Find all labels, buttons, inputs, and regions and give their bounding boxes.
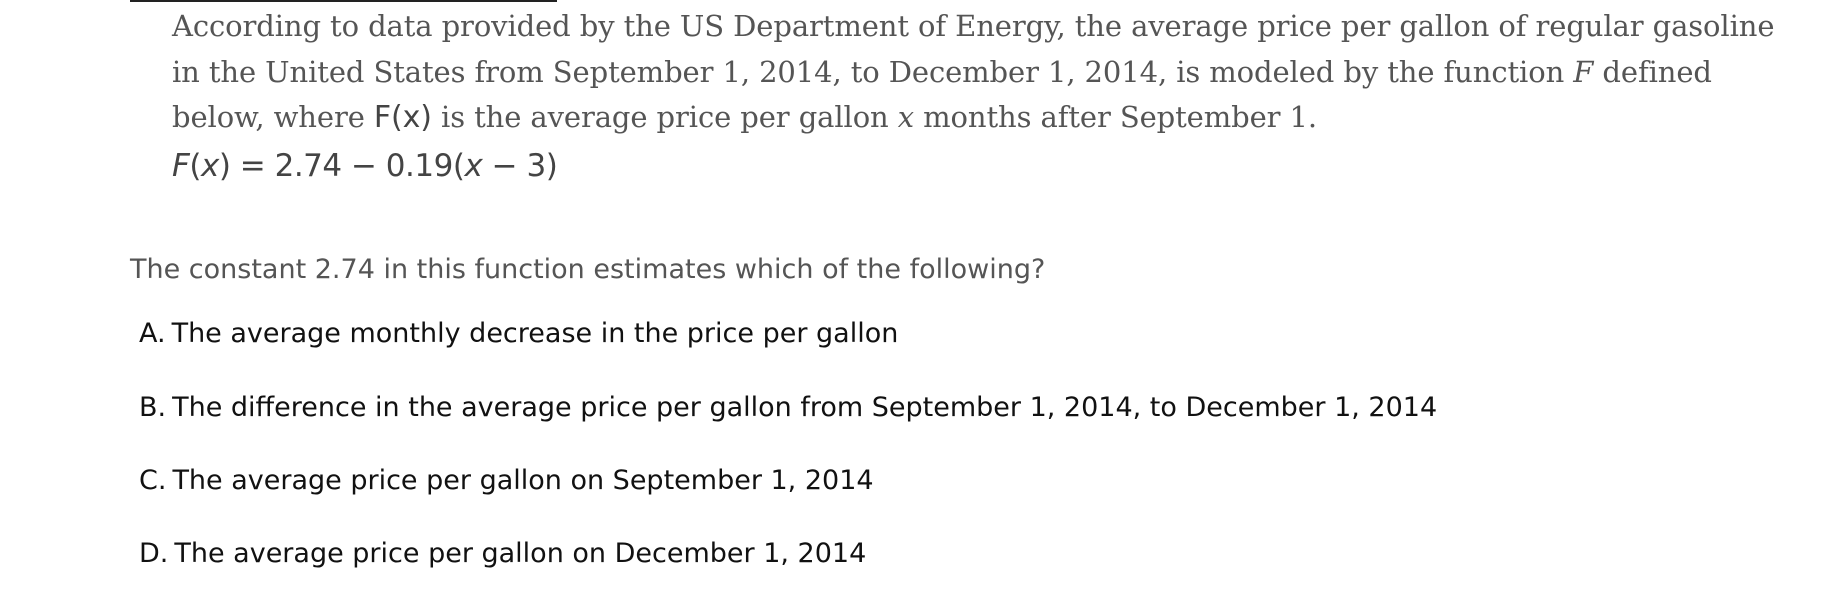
- choice-letter: C.: [139, 465, 167, 496]
- choice-letter: D.: [139, 538, 169, 569]
- passage-line-3-middle: is the average price per gallon: [431, 100, 898, 134]
- passage-line-3: below, where F(x) is the average price p…: [172, 95, 1772, 141]
- formula-variable-x: x: [200, 148, 219, 184]
- passage-line-2-end: defined: [1593, 54, 1712, 89]
- top-divider: [130, 0, 557, 2]
- formula-rhs-variable-x: x: [464, 148, 483, 184]
- choice-text: The average monthly decrease in the pric…: [171, 318, 899, 349]
- passage-line-1: According to data provided by the US Dep…: [172, 9, 1775, 43]
- choice-text: The average price per gallon on December…: [174, 538, 867, 569]
- answer-choice-c[interactable]: C. The average price per gallon on Septem…: [139, 465, 874, 496]
- function-formula: F(x) = 2.74 − 0.19(x − 3): [172, 148, 558, 184]
- choice-letter: A.: [139, 318, 166, 349]
- answer-choice-b[interactable]: B. The difference in the average price pe…: [139, 392, 1437, 423]
- passage: According to data provided by the US Dep…: [172, 4, 1775, 141]
- formula-paren-close: ): [218, 148, 231, 184]
- choice-text: The average price per gallon on Septembe…: [172, 465, 874, 496]
- formula-rhs-part-2: − 3): [482, 148, 558, 184]
- function-name-variable: F: [1573, 54, 1594, 89]
- passage-line-3-end: months after September 1.: [914, 100, 1318, 134]
- formula-function-name: F: [172, 148, 190, 184]
- answer-choice-a[interactable]: A. The average monthly decrease in the pr…: [139, 318, 898, 349]
- passage-line-3-start: below, where: [172, 100, 374, 134]
- formula-paren-open: (: [189, 148, 201, 184]
- passage-line-2: in the United States from September 1, 2…: [172, 50, 1772, 96]
- choice-text: The difference in the average price per …: [172, 392, 1438, 423]
- formula-rhs-part-1: = 2.74 − 0.19(: [230, 148, 465, 184]
- question-prompt: The constant 2.74 in this function estim…: [130, 254, 1046, 285]
- passage-line-2-start: in the United States from September 1, 2…: [172, 54, 1574, 89]
- answer-choice-d[interactable]: D. The average price per gallon on Decemb…: [139, 538, 866, 569]
- inline-function-notation: F(x): [373, 100, 432, 135]
- choice-letter: B.: [139, 392, 167, 423]
- month-variable: x: [897, 100, 915, 134]
